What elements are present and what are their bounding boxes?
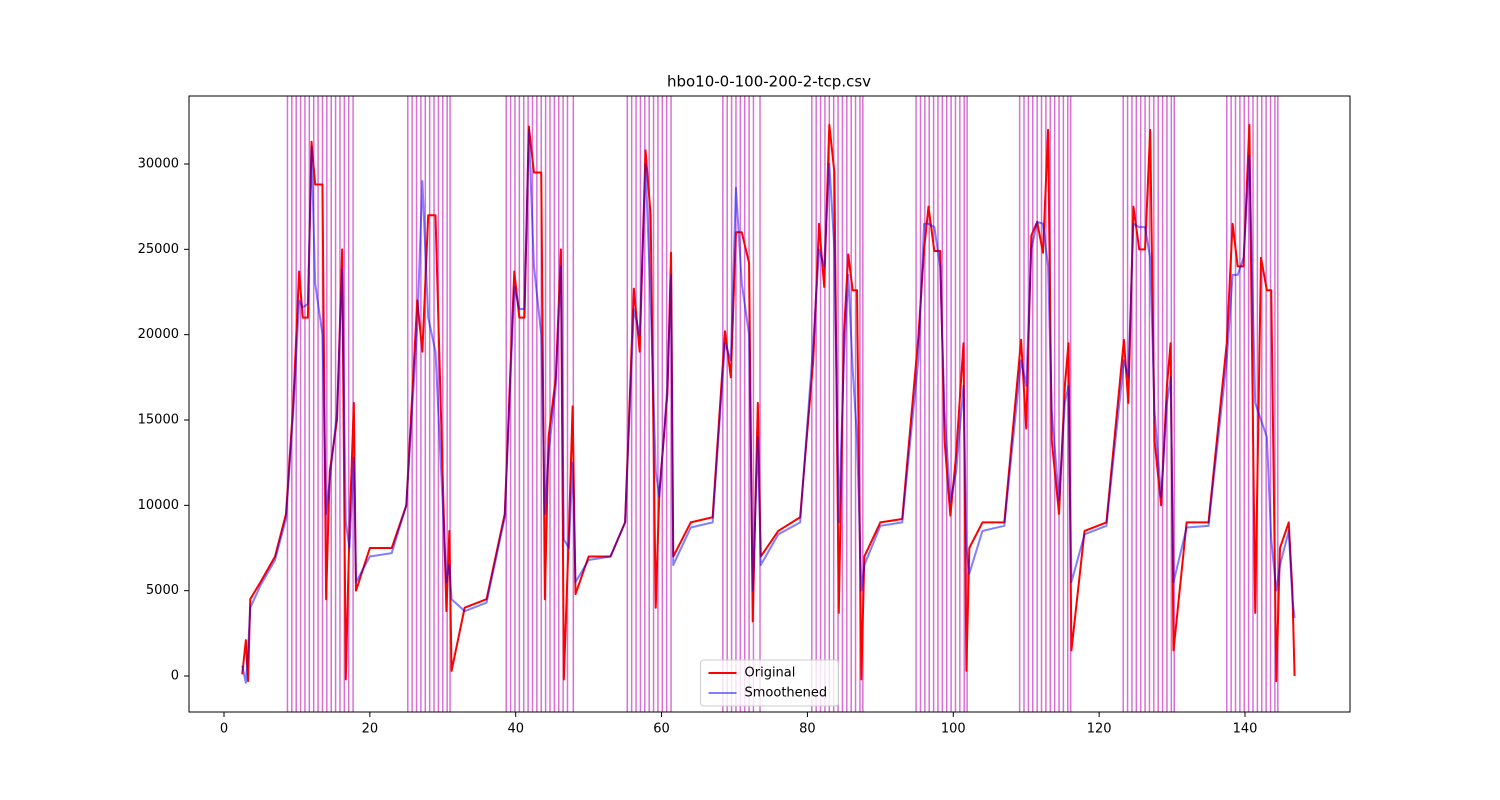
chart-title: hbo10-0-100-200-2-tcp.csv <box>667 73 871 91</box>
legend-label: Smoothened <box>745 686 828 701</box>
y-tick-label: 25000 <box>138 242 179 257</box>
y-tick-label: 0 <box>171 669 179 684</box>
x-tick-label: 40 <box>507 722 524 737</box>
x-tick-label: 0 <box>220 722 228 737</box>
x-tick-label: 140 <box>1233 722 1258 737</box>
plot-frame <box>188 95 1351 713</box>
x-tick-label: 100 <box>941 722 966 737</box>
y-tick-label: 15000 <box>138 413 179 428</box>
legend-label: Original <box>745 666 796 681</box>
x-tick-label: 120 <box>1087 722 1112 737</box>
series-line <box>241 128 1296 684</box>
y-tick-label: 10000 <box>138 498 179 513</box>
x-tick-label: 80 <box>799 722 816 737</box>
y-tick-label: 5000 <box>146 583 179 598</box>
x-tick-label: 20 <box>362 722 379 737</box>
y-tick-label: 30000 <box>138 156 179 171</box>
legend-box <box>700 659 839 707</box>
x-tick-label: 60 <box>653 722 670 737</box>
y-tick-label: 20000 <box>138 327 179 342</box>
